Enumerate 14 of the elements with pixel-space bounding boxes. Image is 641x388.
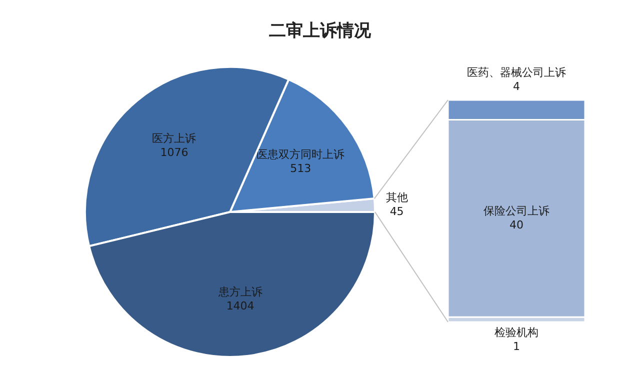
data-label: 45 xyxy=(390,205,404,218)
chart-title: 二审上诉情况 xyxy=(269,21,372,41)
data-label: 1404 xyxy=(226,299,254,312)
data-label: 40 xyxy=(510,218,524,232)
series-label: 医药、器械公司上诉 xyxy=(467,66,566,79)
data-label: 513 xyxy=(290,162,312,176)
slice-label: 患方上诉 xyxy=(217,285,262,298)
series-label: 保险公司上诉 xyxy=(484,204,550,218)
slice-label: 其他 xyxy=(386,191,408,204)
data-label: 4 xyxy=(513,80,520,93)
series-label: 检验机构 xyxy=(494,326,538,339)
data-label: 1076 xyxy=(160,146,188,160)
slice-label: 医方上诉 xyxy=(152,132,196,146)
data-label: 1 xyxy=(513,340,520,353)
